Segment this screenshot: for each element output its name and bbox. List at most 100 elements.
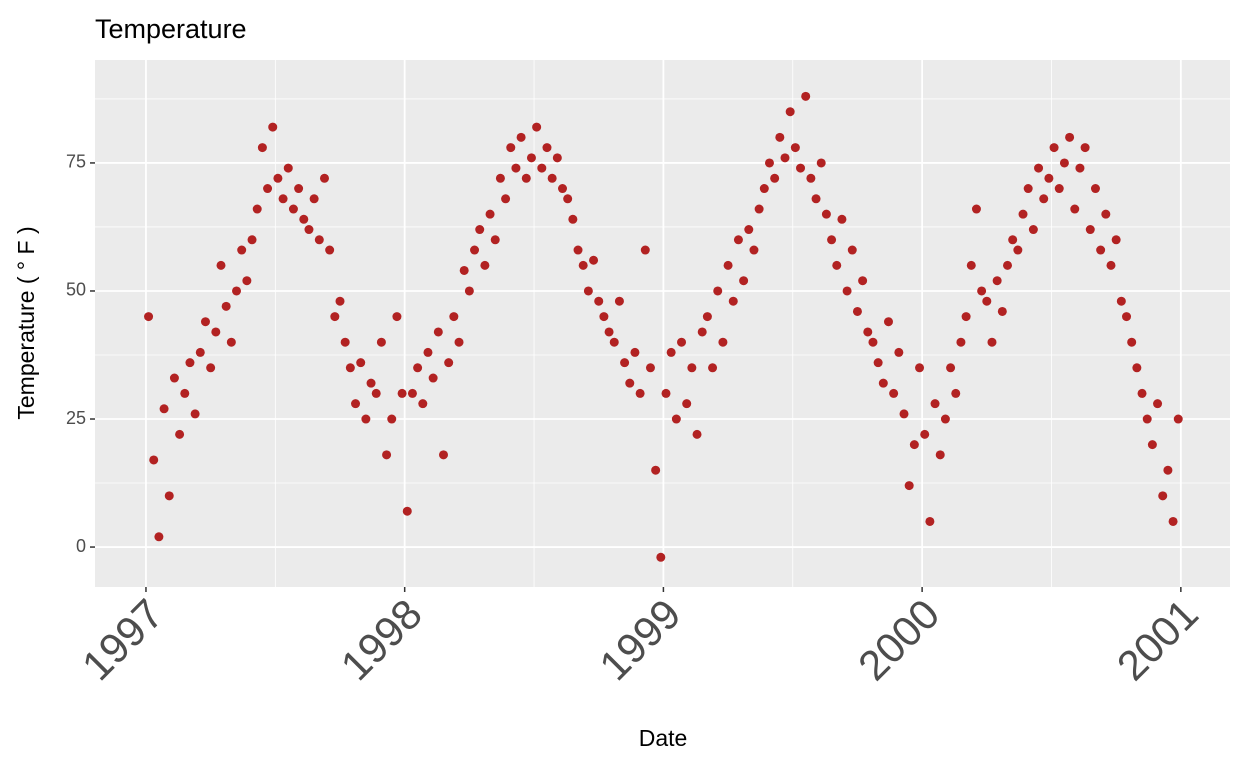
data-point (449, 312, 459, 322)
data-point (490, 235, 500, 245)
data-point (1158, 491, 1168, 501)
data-point (211, 327, 221, 337)
data-point (1054, 184, 1064, 194)
data-point (273, 173, 283, 183)
data-point (309, 194, 319, 204)
data-point (599, 312, 609, 322)
data-point (1147, 440, 1157, 450)
data-point (200, 317, 210, 327)
data-point (640, 245, 650, 255)
data-point (335, 296, 345, 306)
x-axis-label: Date (639, 725, 688, 751)
data-point (1065, 132, 1075, 142)
data-point (470, 245, 480, 255)
data-point (1122, 312, 1132, 322)
data-point (609, 337, 619, 347)
data-point (754, 204, 764, 214)
data-point (154, 532, 164, 542)
data-point (268, 122, 278, 132)
data-point (516, 132, 526, 142)
data-point (547, 173, 557, 183)
data-point (144, 312, 154, 322)
data-point (216, 260, 226, 270)
data-point (221, 301, 231, 311)
data-point (806, 173, 816, 183)
data-point (997, 306, 1007, 316)
data-point (345, 363, 355, 373)
data-point (951, 388, 961, 398)
data-point (563, 194, 573, 204)
data-point (946, 363, 956, 373)
data-point (464, 286, 474, 296)
data-point (1080, 143, 1090, 153)
data-point (1070, 204, 1080, 214)
data-point (1168, 516, 1178, 526)
data-point (190, 409, 200, 419)
data-point (785, 107, 795, 117)
data-point (842, 286, 852, 296)
data-point (1049, 143, 1059, 153)
data-point (247, 235, 257, 245)
data-point (558, 184, 568, 194)
data-point (852, 306, 862, 316)
data-point (459, 265, 469, 275)
data-point (827, 235, 837, 245)
data-point (847, 245, 857, 255)
data-point (552, 153, 562, 163)
data-point (935, 450, 945, 460)
data-point (573, 245, 583, 255)
data-point (858, 276, 868, 286)
data-point (288, 204, 298, 214)
data-point (589, 255, 599, 265)
data-point (501, 194, 511, 204)
data-point (444, 358, 454, 368)
data-point (982, 296, 992, 306)
data-point (920, 429, 930, 439)
data-point (454, 337, 464, 347)
y-tick-label: 50 (66, 280, 86, 300)
data-point (651, 465, 661, 475)
data-point (744, 225, 754, 235)
data-point (904, 481, 914, 491)
data-point (796, 163, 806, 173)
data-point (232, 286, 242, 296)
data-point (356, 358, 366, 368)
data-point (1106, 260, 1116, 270)
data-point (790, 143, 800, 153)
data-point (1028, 225, 1038, 235)
data-point (304, 225, 314, 235)
data-point (883, 317, 893, 327)
data-point (620, 358, 630, 368)
data-point (940, 414, 950, 424)
data-point (863, 327, 873, 337)
data-point (164, 491, 174, 501)
data-point (614, 296, 624, 306)
data-point (635, 388, 645, 398)
y-tick-label: 0 (76, 536, 86, 556)
data-point (723, 260, 733, 270)
data-point (423, 347, 433, 357)
data-point (1013, 245, 1023, 255)
data-point (1090, 184, 1100, 194)
data-point (159, 404, 169, 414)
data-point (169, 373, 179, 383)
data-point (956, 337, 966, 347)
data-point (185, 358, 195, 368)
data-point (299, 214, 309, 224)
data-point (889, 388, 899, 398)
data-point (837, 214, 847, 224)
data-point (692, 429, 702, 439)
data-point (625, 378, 635, 388)
data-point (330, 312, 340, 322)
data-point (402, 506, 412, 516)
data-point (1127, 337, 1137, 347)
data-point (568, 214, 578, 224)
data-point (832, 260, 842, 270)
data-point (645, 363, 655, 373)
data-point (526, 153, 536, 163)
data-point (340, 337, 350, 347)
data-point (961, 312, 971, 322)
data-point (1111, 235, 1121, 245)
data-point (811, 194, 821, 204)
data-point (1173, 414, 1183, 424)
